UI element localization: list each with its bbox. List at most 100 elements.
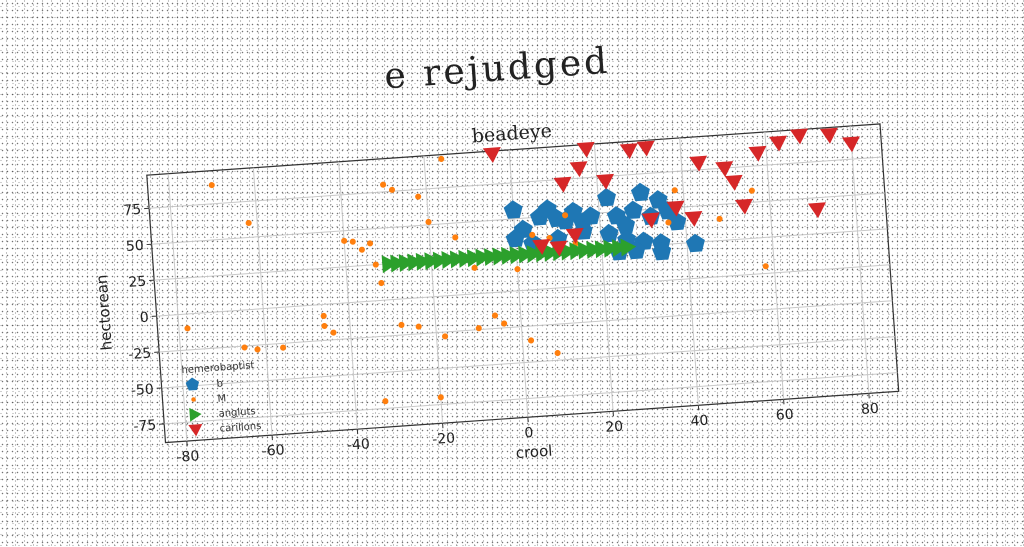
series-m xyxy=(174,134,777,418)
plot-area xyxy=(147,124,899,443)
data-point xyxy=(245,220,251,226)
data-point xyxy=(620,143,639,160)
data-point xyxy=(725,175,744,192)
data-point xyxy=(254,346,260,352)
y-tick-label: 25 xyxy=(128,274,147,291)
legend-label: b xyxy=(216,378,223,389)
y-tick-label: 75 xyxy=(123,202,142,219)
data-point xyxy=(748,146,767,163)
legend-item: carillons xyxy=(188,420,261,437)
data-point xyxy=(373,261,379,267)
data-point xyxy=(415,193,421,199)
data-point xyxy=(320,313,326,319)
legend-item: angluts xyxy=(189,403,256,422)
data-point xyxy=(438,156,444,162)
x-gridline xyxy=(339,162,358,429)
data-point xyxy=(570,161,589,178)
data-point xyxy=(637,141,656,158)
data-point xyxy=(514,266,520,272)
data-point xyxy=(442,333,448,339)
data-point xyxy=(350,238,356,244)
data-point xyxy=(382,398,388,404)
data-point xyxy=(483,147,502,164)
x-gridline xyxy=(509,150,528,417)
legend-marker xyxy=(188,424,203,437)
x-tick-label: -20 xyxy=(432,430,456,448)
data-point xyxy=(554,350,560,356)
x-tick-label: -40 xyxy=(346,436,370,454)
data-point xyxy=(321,323,327,329)
data-point xyxy=(209,182,215,188)
x-tick-label: -60 xyxy=(261,442,285,460)
y-axis-label: hectorean xyxy=(93,274,116,351)
data-point xyxy=(330,329,336,335)
x-tick-label: 80 xyxy=(861,401,880,418)
legend-marker xyxy=(191,397,196,402)
x-axis-label: crool xyxy=(515,442,553,463)
y-tick-label: -50 xyxy=(130,382,154,400)
x-gridline xyxy=(253,168,272,435)
data-point xyxy=(715,161,734,178)
data-point xyxy=(378,280,384,286)
data-point xyxy=(389,187,395,193)
y-tick-label: 0 xyxy=(139,310,149,327)
x-gridline xyxy=(424,156,443,423)
data-point xyxy=(553,177,572,194)
chart-title: beadeye xyxy=(471,120,552,148)
data-point xyxy=(596,174,615,191)
x-tick-label: 40 xyxy=(690,413,709,430)
data-point xyxy=(749,187,755,193)
data-point xyxy=(398,322,404,328)
legend-item: M xyxy=(191,393,227,406)
y-tick-label: -75 xyxy=(133,417,157,435)
x-tick-label: 0 xyxy=(524,425,534,442)
data-point xyxy=(735,199,754,216)
data-point xyxy=(452,234,458,240)
x-gridline xyxy=(850,126,869,393)
data-point xyxy=(684,211,703,228)
legend-title: hemerobaptist xyxy=(181,360,255,376)
data-point xyxy=(503,200,523,219)
data-point xyxy=(672,187,678,193)
x-tick-label: 60 xyxy=(775,407,794,424)
data-point xyxy=(820,128,839,145)
data-point xyxy=(438,394,444,400)
data-point xyxy=(341,238,347,244)
data-point xyxy=(528,337,534,343)
data-point xyxy=(476,325,482,331)
data-point xyxy=(630,182,650,201)
data-point xyxy=(599,223,619,242)
data-point xyxy=(597,187,617,206)
x-tick-label: 20 xyxy=(605,419,624,436)
data-point xyxy=(359,246,365,252)
legend-item: b xyxy=(185,375,223,392)
data-point xyxy=(769,136,788,153)
data-point xyxy=(577,142,596,159)
data-point xyxy=(790,128,809,145)
data-point xyxy=(716,216,722,222)
y-tick-label: 50 xyxy=(125,238,144,255)
data-point xyxy=(380,181,386,187)
x-gridline xyxy=(680,138,699,405)
data-point xyxy=(842,136,861,153)
y-tick-label: -25 xyxy=(128,346,152,364)
data-point xyxy=(808,202,827,219)
data-point xyxy=(685,233,705,252)
data-point xyxy=(492,312,498,318)
data-point xyxy=(415,323,421,329)
legend-marker xyxy=(189,407,202,422)
data-point xyxy=(280,344,286,350)
grid xyxy=(147,124,899,443)
data-point xyxy=(241,344,247,350)
data-point xyxy=(367,240,373,246)
data-point xyxy=(762,263,768,269)
legend-marker xyxy=(185,377,199,391)
x-tick-label: -80 xyxy=(176,448,200,466)
data-point xyxy=(184,325,190,331)
data-point xyxy=(501,320,507,326)
legend-label: carillons xyxy=(219,421,261,435)
legend-label: M xyxy=(217,393,226,405)
